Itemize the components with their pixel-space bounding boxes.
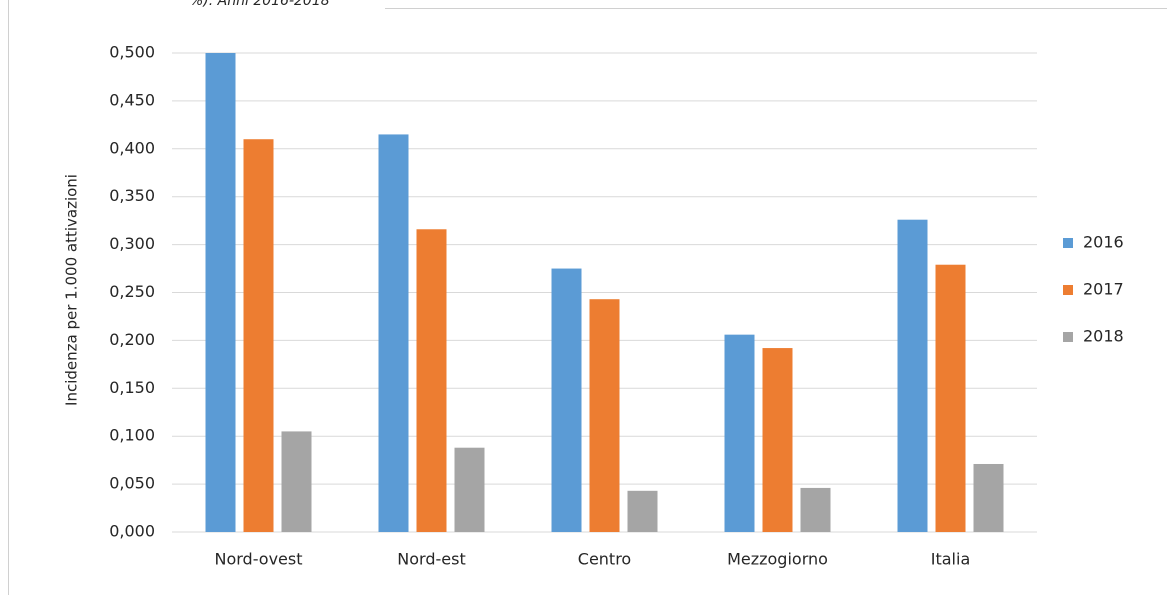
bar [551,268,582,532]
bar [589,299,620,532]
bar [243,139,274,532]
x-tick-label: Italia [931,550,971,569]
legend-label: 2016 [1083,233,1124,252]
legend-label: 2017 [1083,280,1124,299]
y-tick-label: 0,050 [109,474,155,493]
bar [762,348,793,532]
bar [627,490,658,532]
legend-label: 2018 [1083,327,1124,346]
y-tick-label: 0,400 [109,138,155,157]
y-tick-label: 0,250 [109,282,155,301]
bar [973,463,1004,532]
y-axis-label: Incidenza per 1.000 attivazioni [63,174,81,406]
bar [724,334,755,532]
x-tick-label: Nord-ovest [215,550,303,569]
y-tick-label: 0,300 [109,234,155,253]
bar [800,487,831,532]
legend-swatch [1063,238,1073,248]
bar [205,53,236,532]
subtitle: %). Anni 2016-2018 [190,0,330,9]
y-tick-label: 0,200 [109,330,155,349]
bar [416,229,447,532]
x-tick-label: Mezzogiorno [727,550,828,569]
y-tick-label: 0,500 [109,43,155,62]
y-tick-label: 0,150 [109,378,155,397]
y-tick-label: 0,350 [109,186,155,205]
bar [897,219,928,532]
y-tick-label: 0,000 [109,522,155,541]
bar [378,134,409,532]
bar [935,264,966,532]
y-tick-label: 0,450 [109,90,155,109]
legend-swatch [1063,332,1073,342]
bar [454,447,485,532]
bar [281,431,312,532]
legend-swatch [1063,285,1073,295]
x-tick-label: Centro [578,550,631,569]
x-tick-label: Nord-est [397,550,465,569]
y-tick-label: 0,100 [109,426,155,445]
